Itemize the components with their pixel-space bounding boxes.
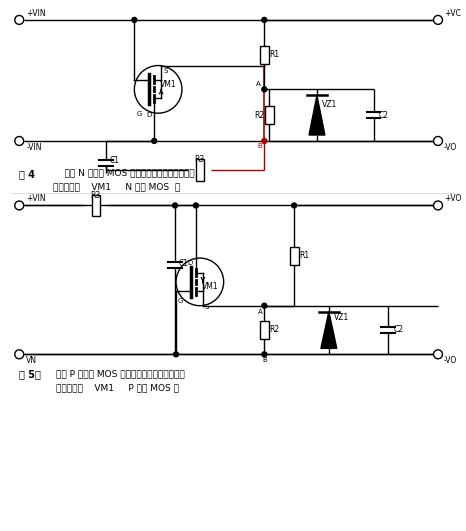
Text: D: D [146,112,151,118]
Circle shape [262,352,267,357]
Text: C1: C1 [179,259,189,268]
Text: +VIN: +VIN [26,194,46,203]
Circle shape [15,136,24,145]
Text: 使用 P 型功率 MOS 管的输入防反接电路原理图: 使用 P 型功率 MOS 管的输入防反接电路原理图 [56,369,185,378]
Text: -VO: -VO [444,356,457,365]
Text: 使用 N 型功率 MOS 管的输入防反接电路原理图: 使用 N 型功率 MOS 管的输入防反接电路原理图 [53,169,195,178]
Bar [265,106,274,124]
Polygon shape [321,312,337,348]
Circle shape [262,18,267,22]
Circle shape [433,350,442,359]
Circle shape [433,201,442,210]
Text: S: S [205,304,209,310]
Text: B: B [258,143,262,149]
Circle shape [433,136,442,145]
Circle shape [15,15,24,24]
Text: R1: R1 [269,50,280,59]
Bar [290,246,299,264]
Text: A: A [258,309,262,315]
Text: 图 5．: 图 5． [19,369,41,379]
Text: R3: R3 [90,191,101,200]
Text: 关键器件：    VM1     N 沟道 MOS  管: 关键器件： VM1 N 沟道 MOS 管 [53,183,180,192]
Text: +VO: +VO [444,194,461,203]
Text: VM1: VM1 [160,80,177,89]
Text: R2: R2 [269,326,280,335]
Text: +VIN: +VIN [26,9,46,18]
Circle shape [172,203,178,208]
Text: B: B [262,357,267,363]
Circle shape [15,201,24,210]
Circle shape [262,303,267,308]
Circle shape [173,352,178,357]
Text: +VC: +VC [444,9,461,18]
Text: A: A [256,81,260,88]
Bar [92,194,100,216]
Text: 关键器件：    VM1     P 沟道 MOS 管: 关键器件： VM1 P 沟道 MOS 管 [56,383,179,392]
Circle shape [152,139,157,143]
Text: VZ1: VZ1 [322,100,337,109]
Circle shape [262,139,267,143]
Text: VZ1: VZ1 [334,313,349,322]
Polygon shape [309,96,325,135]
Text: C1: C1 [110,156,120,165]
Text: -VIN: -VIN [26,143,41,152]
Circle shape [193,203,199,208]
Text: G: G [178,298,184,304]
Bar [260,46,269,64]
Text: G: G [137,111,142,117]
Bar [260,321,269,339]
Text: VN: VN [26,356,37,365]
Text: C2: C2 [378,110,389,119]
Text: 图 4: 图 4 [19,169,35,179]
Text: C2: C2 [393,326,404,335]
Text: S: S [163,67,167,73]
Text: R2: R2 [254,110,264,119]
Text: R1: R1 [299,251,309,260]
Bar [196,159,204,181]
Circle shape [292,203,296,208]
Circle shape [15,350,24,359]
Circle shape [262,87,267,92]
Text: VM1: VM1 [202,282,219,292]
Text: D: D [188,260,193,266]
Text: R3: R3 [195,155,205,164]
Circle shape [433,15,442,24]
Circle shape [132,18,137,22]
Text: -VO: -VO [444,143,457,152]
